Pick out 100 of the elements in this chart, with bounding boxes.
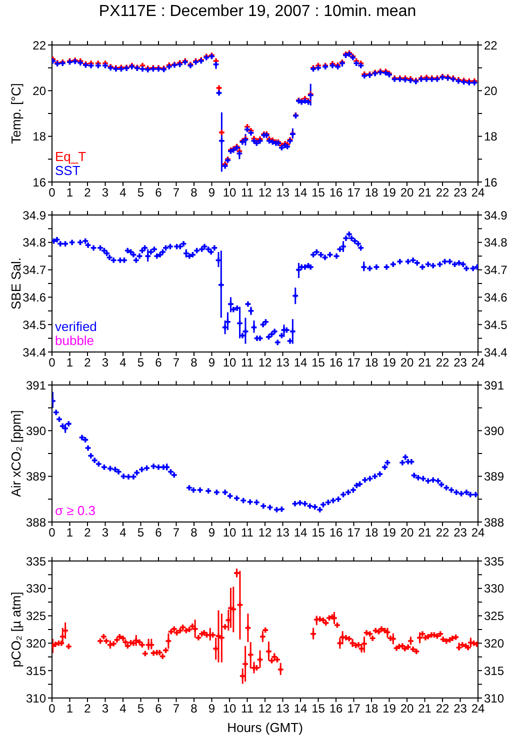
x-tick-label: 0 (48, 356, 56, 370)
x-tick-label: 15 (312, 526, 326, 540)
y-axis-title: Air xCO₂ [ppm] (8, 410, 24, 497)
x-tick-label: 1 (66, 356, 74, 370)
x-tick-label: 19 (382, 356, 396, 370)
x-tick-label: 5 (137, 356, 144, 370)
y2-tick-label: 34.9 (484, 208, 508, 222)
y2-tick-label: 16 (484, 175, 498, 190)
x-tick-label: 9 (208, 702, 216, 716)
x-tick-label: 1 (66, 702, 74, 716)
y2-tick-label: 34.5 (484, 318, 508, 332)
x-tick-label: 15 (312, 356, 326, 370)
x-tick-label: 24 (471, 356, 485, 370)
y-tick-label: 335 (26, 554, 46, 568)
y-tick-label: 330 (26, 582, 46, 596)
x-tick-label: 24 (471, 702, 485, 716)
x-tick-label: 0 (48, 186, 56, 200)
x-tick-label: 21 (418, 356, 432, 370)
y-tick-label: 34.8 (22, 236, 46, 250)
x-tick-label: 7 (172, 186, 180, 200)
x-tick-label: 11 (241, 356, 254, 370)
x-tick-label: 9 (208, 356, 216, 370)
x-tick-label: 21 (418, 702, 432, 716)
x-tick-label: 13 (276, 702, 290, 716)
y-axis-title: pCO₂ [µ atm] (8, 592, 24, 668)
x-tick-label: 12 (258, 526, 272, 540)
x-tick-label: 12 (258, 186, 272, 200)
x-tick-label: 12 (258, 356, 272, 370)
x-tick-label: 10 (222, 186, 236, 200)
x-tick-label: 3 (102, 356, 109, 370)
y-axis-title: Temp. [°C] (8, 83, 24, 144)
y2-tick-label: 320 (484, 636, 504, 650)
y2-tick-label: 34.7 (484, 263, 508, 278)
x-tick-label: 16 (329, 186, 343, 200)
y2-tick-label: 330 (484, 582, 504, 596)
x-tick-label: 5 (137, 702, 144, 716)
x-tick-label: 0 (48, 526, 56, 540)
x-tick-label: 16 (329, 526, 343, 540)
y2-tick-label: 391 (484, 378, 504, 392)
x-tick-label: 13 (276, 356, 290, 370)
legend-label: σ ≥ 0.3 (55, 503, 96, 518)
x-tick-label: 8 (190, 526, 198, 540)
x-tick-label: 23 (454, 702, 468, 716)
x-tick-label: 18 (364, 186, 378, 200)
x-tick-label: 13 (276, 526, 290, 540)
y-tick-label: 18 (32, 130, 46, 144)
x-tick-label: 1 (66, 526, 74, 540)
text: Eq_T (55, 149, 86, 164)
x-axis-title: Hours (GMT) (227, 720, 303, 735)
x-tick-label: 19 (382, 702, 396, 716)
x-tick-label: 20 (400, 356, 414, 370)
x-tick-label: 17 (347, 186, 361, 200)
y-tick-label: 22 (32, 38, 46, 52)
x-tick-label: 7 (172, 702, 180, 716)
x-tick-label: 10 (222, 526, 236, 540)
y2-tick-label: 335 (484, 554, 504, 568)
x-tick-label: 23 (454, 356, 468, 370)
x-tick-label: 11 (241, 186, 254, 200)
x-tick-label: 13 (276, 186, 290, 200)
y-tick-label: 20 (32, 84, 46, 98)
x-tick-label: 8 (190, 186, 198, 200)
x-tick-label: 6 (155, 526, 162, 540)
text: SST (55, 163, 80, 178)
x-tick-label: 6 (155, 186, 162, 200)
x-tick-label: 8 (190, 356, 198, 370)
y-tick-label: 34.5 (22, 318, 46, 332)
y2-tick-label: 310 (484, 691, 504, 706)
y-axis-title: SBE Sal. (8, 257, 24, 310)
y2-tick-label: 390 (484, 424, 504, 438)
x-tick-label: 21 (418, 526, 432, 540)
x-tick-label: 2 (84, 526, 92, 540)
x-tick-label: 24 (471, 186, 485, 200)
x-tick-label: 14 (294, 186, 308, 200)
x-tick-label: 6 (155, 356, 162, 370)
y-tick-label: 16 (32, 175, 46, 190)
x-tick-label: 0 (48, 702, 56, 716)
x-tick-label: 8 (190, 702, 198, 716)
y2-tick-label: 34.8 (484, 236, 508, 250)
x-tick-label: 22 (436, 702, 450, 716)
x-tick-label: 17 (347, 356, 361, 370)
text: verified (55, 319, 97, 334)
x-tick-label: 11 (241, 702, 254, 716)
x-tick-label: 3 (102, 702, 109, 716)
x-tick-label: 14 (294, 526, 308, 540)
x-tick-label: 17 (347, 526, 361, 540)
x-tick-label: 4 (120, 356, 127, 370)
x-tick-label: 2 (84, 702, 92, 716)
x-tick-label: 15 (312, 186, 326, 200)
y-tick-label: 34.4 (22, 345, 46, 360)
x-tick-label: 14 (294, 356, 308, 370)
x-tick-label: 1 (66, 186, 74, 200)
y-tick-label: 390 (26, 424, 46, 438)
x-tick-label: 6 (155, 702, 162, 716)
x-tick-label: 4 (120, 702, 127, 716)
x-tick-label: 4 (120, 186, 127, 200)
x-tick-label: 7 (172, 526, 180, 540)
x-tick-label: 7 (172, 356, 180, 370)
y2-tick-label: 325 (484, 609, 504, 624)
x-tick-label: 21 (418, 186, 432, 200)
x-tick-label: 19 (382, 186, 396, 200)
